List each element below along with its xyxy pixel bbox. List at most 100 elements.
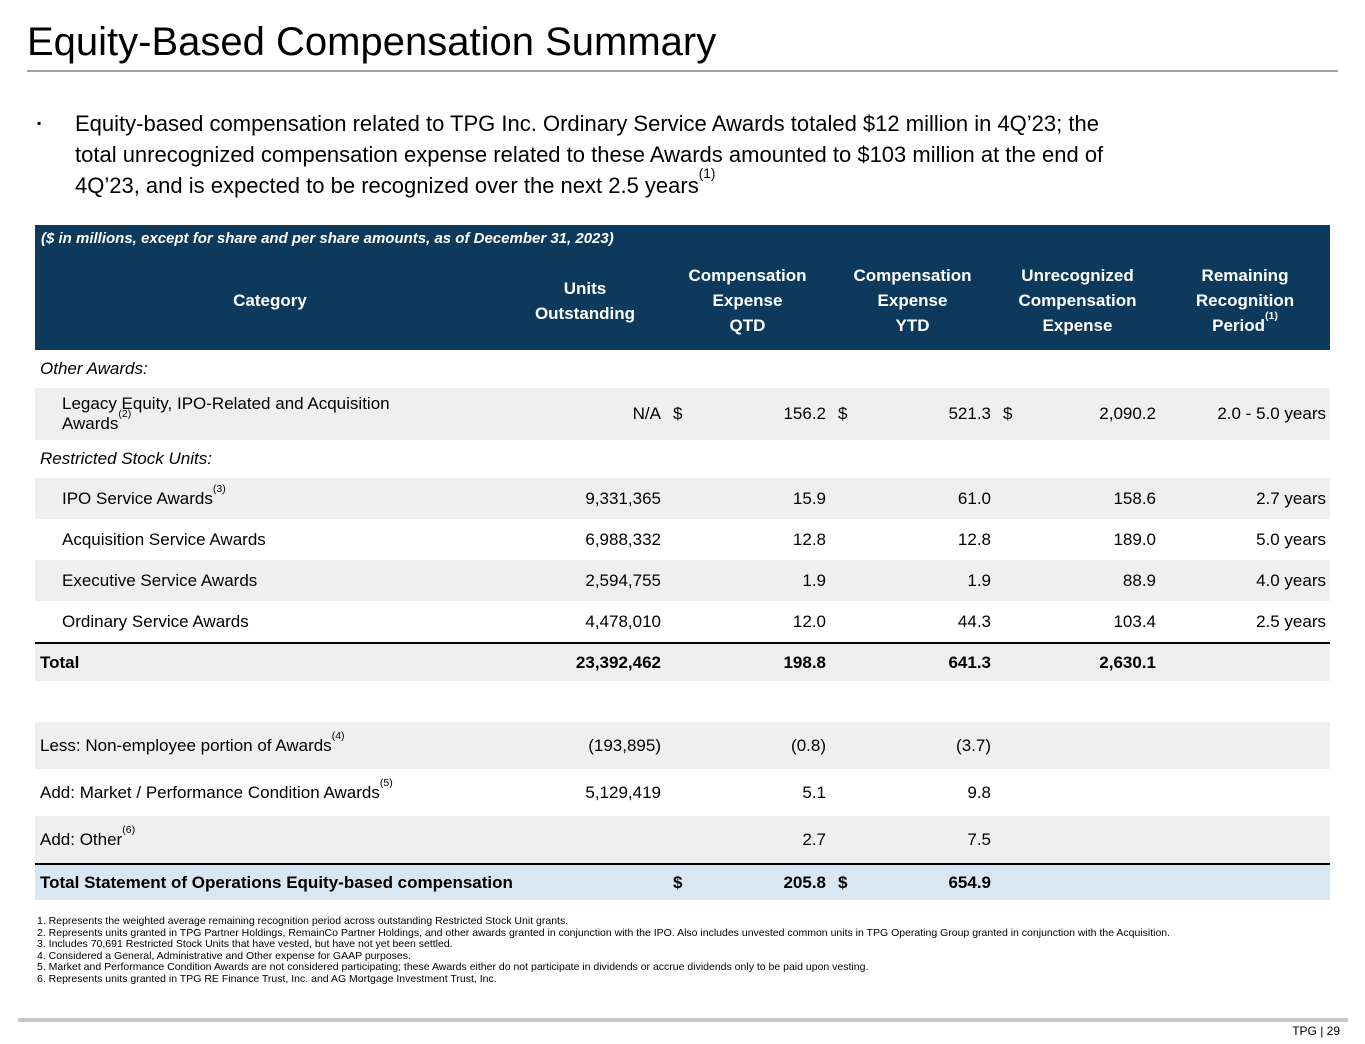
units-cell: 6,988,332 <box>505 530 665 550</box>
dollar-sign: $ <box>673 872 683 892</box>
row-label-cell: Ordinary Service Awards <box>35 612 505 632</box>
units-cell: 2,594,755 <box>505 571 665 591</box>
ytd-cell: 641.3 <box>830 653 995 673</box>
ytd-cell: $654.9 <box>830 873 995 893</box>
row-label: Restricted Stock Units: <box>40 449 212 468</box>
cell-value: 2,090.2 <box>1099 404 1156 423</box>
row-label-cell: Legacy Equity, IPO-Related and Acquisiti… <box>35 394 505 434</box>
row-footnote-ref: (4) <box>331 729 345 742</box>
column-header-text: Compensation Expense QTD <box>688 263 806 338</box>
ytd-cell: 7.5 <box>830 830 995 850</box>
cell-value: 521.3 <box>948 404 991 423</box>
table-row: Acquisition Service Awards 6,988,332 12.8 1… <box>35 519 1330 560</box>
row-label-cell: Total <box>35 653 505 673</box>
ytd-cell: 1.9 <box>830 571 995 591</box>
bullet-icon: ▪ <box>37 116 42 130</box>
qtd-cell: 15.9 <box>665 489 830 509</box>
bullet-item: ▪ Equity-based compensation related to T… <box>37 108 1325 201</box>
cell-value: 198.8 <box>783 652 826 672</box>
units-cell: 4,478,010 <box>505 612 665 632</box>
cell-value: 156.2 <box>783 404 826 423</box>
column-header-text: Category <box>233 288 307 313</box>
row-label-cell: Add: Other(6) <box>35 824 505 850</box>
section-row: Other Awards: <box>35 350 1330 388</box>
column-header-text: Units Outstanding <box>535 276 635 326</box>
row-label-cell: Less: Non-employee portion of Awards(4) <box>35 730 505 756</box>
footnotes: 1. Represents the weighted average remai… <box>37 915 1325 985</box>
cell-value: 2.0 - 5.0 years <box>1217 404 1326 423</box>
cell-value: 103.4 <box>1113 611 1156 631</box>
cell-value: 205.8 <box>783 872 826 892</box>
table-row: Legacy Equity, IPO-Related and Acquisiti… <box>35 388 1330 440</box>
column-header: Units Outstanding <box>505 251 665 350</box>
dollar-sign: $ <box>838 404 848 423</box>
row-label: Less: Non-employee portion of Awards <box>40 735 332 755</box>
unrec-cell: 189.0 <box>995 530 1160 550</box>
remaining-cell: 2.0 - 5.0 years <box>1160 404 1330 424</box>
units-cell: 5,129,419 <box>505 783 665 803</box>
cell-value: 5.0 years <box>1256 529 1326 549</box>
bullet-footnote-ref: (1) <box>698 165 716 181</box>
ytd-cell: 44.3 <box>830 612 995 632</box>
qtd-cell: 12.0 <box>665 612 830 632</box>
section-row: Restricted Stock Units: <box>35 440 1330 478</box>
cell-value: 4,478,010 <box>585 611 661 631</box>
footer-divider <box>18 1018 1348 1022</box>
cell-value: N/A <box>632 404 661 423</box>
page-title: Equity-Based Compensation Summary <box>27 20 717 64</box>
row-footnote-ref: (6) <box>122 823 136 836</box>
column-header-label: Compensation Expense YTD <box>853 266 972 335</box>
column-header: Unrecognized Compensation Expense <box>995 251 1160 350</box>
remaining-cell: 2.7 years <box>1160 489 1330 509</box>
units-cell: N/A <box>505 404 665 424</box>
bullet-text: Equity-based compensation related to TPG… <box>75 108 1103 201</box>
cell-value: 6,988,332 <box>585 529 661 549</box>
qtd-cell: 5.1 <box>665 783 830 803</box>
unrec-cell: 103.4 <box>995 612 1160 632</box>
cell-value: 61.0 <box>957 488 991 508</box>
column-header-label: Remaining Recognition Period <box>1195 266 1295 335</box>
cell-value: 12.0 <box>792 611 826 631</box>
ytd-cell: 9.8 <box>830 783 995 803</box>
row-label: Acquisition Service Awards <box>62 529 266 549</box>
cell-value: (193,895) <box>588 735 661 755</box>
cell-value: 2.7 years <box>1256 488 1326 508</box>
footnote: 6. Represents units granted in TPG RE Fi… <box>37 972 497 985</box>
remaining-cell: 2.5 years <box>1160 612 1330 632</box>
row-label: Add: Other <box>40 829 123 849</box>
qtd-cell: $205.8 <box>665 873 830 893</box>
cell-value: 1.9 <box>802 570 826 590</box>
cell-value: 641.3 <box>948 652 991 672</box>
cell-value: 9,331,365 <box>585 488 661 508</box>
cell-value: (0.8) <box>791 735 826 755</box>
cell-value: 12.8 <box>957 529 991 549</box>
cell-value: 9.8 <box>967 782 991 802</box>
column-header-footnote-ref: (1) <box>1265 310 1278 323</box>
qtd-cell: 12.8 <box>665 530 830 550</box>
cell-value: 2.5 years <box>1256 611 1326 631</box>
unrec-cell: $2,090.2 <box>995 404 1160 424</box>
qtd-cell: 1.9 <box>665 571 830 591</box>
dollar-sign: $ <box>838 872 848 892</box>
footnote: 1. Represents the weighted average remai… <box>37 915 569 927</box>
qtd-cell: 2.7 <box>665 830 830 850</box>
unrec-cell: 158.6 <box>995 489 1160 509</box>
column-header-label: Unrecognized Compensation Expense <box>1018 266 1137 335</box>
cell-value: 23,392,462 <box>575 652 661 672</box>
row-label: Ordinary Service Awards <box>62 611 249 631</box>
row-label: Total <box>40 652 80 672</box>
cell-value: 5.1 <box>802 782 826 802</box>
row-label: Legacy Equity, IPO-Related and Acquisiti… <box>62 394 390 433</box>
table-row: IPO Service Awards(3) 9,331,365 15.9 61.0 15… <box>35 478 1330 519</box>
ytd-cell: (3.7) <box>830 736 995 756</box>
unrec-cell: 2,630.1 <box>995 653 1160 673</box>
table-header-row: Category Units Outstanding Compensation Ex… <box>35 251 1330 350</box>
table-row-spacer <box>35 681 1330 722</box>
row-label: Executive Service Awards <box>62 570 258 590</box>
cell-value: 654.9 <box>948 872 991 892</box>
row-label-cell: Acquisition Service Awards <box>35 530 505 550</box>
title-divider <box>27 70 1338 72</box>
cell-value: 12.8 <box>792 529 826 549</box>
row-footnote-ref: (5) <box>379 776 393 789</box>
cell-value: 2.7 <box>802 829 826 849</box>
